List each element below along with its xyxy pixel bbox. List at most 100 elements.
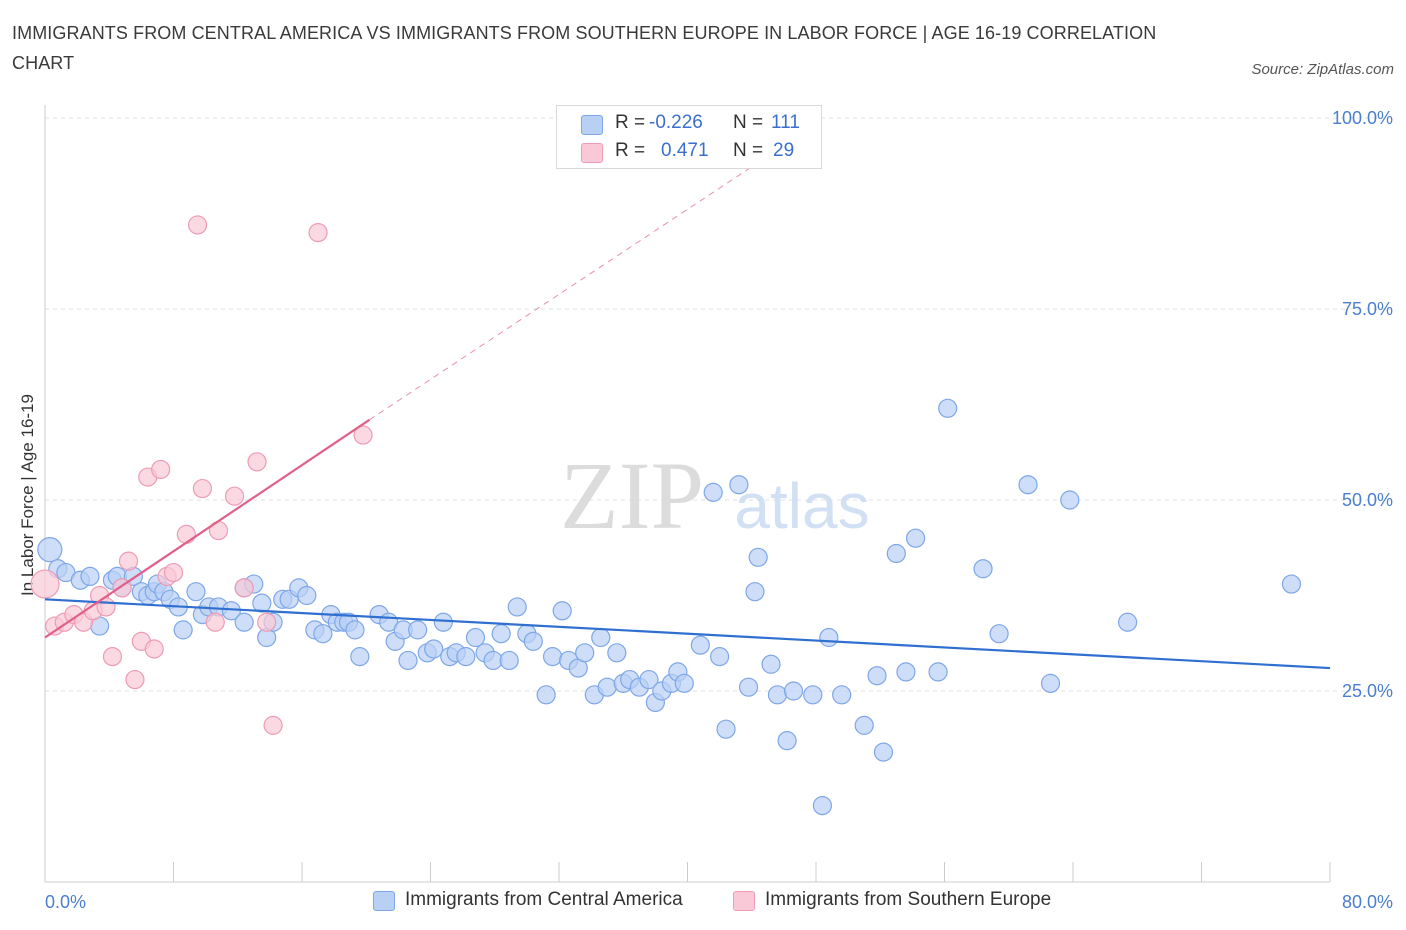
trendline-central-america [44, 598, 1331, 670]
legend-n-value: 111 [771, 112, 800, 133]
point-central-america [938, 398, 958, 418]
point-central-america [575, 643, 595, 663]
point-central-america [424, 639, 444, 659]
point-southern-europe [30, 569, 60, 599]
point-central-america [607, 643, 627, 663]
point-central-america [767, 685, 788, 705]
point-central-america [542, 647, 563, 667]
point-central-america [523, 631, 543, 651]
point-central-america [499, 650, 519, 671]
source-text: Source: ZipAtlas.com [1251, 61, 1394, 78]
point-central-america [748, 547, 768, 567]
point-central-america [716, 719, 736, 739]
point-central-america [313, 624, 333, 644]
point-southern-europe [263, 715, 283, 735]
point-southern-europe [247, 452, 267, 472]
x-tick-label: 0.0% [45, 892, 86, 912]
legend-n-label: N = [733, 140, 764, 161]
point-central-america [1281, 574, 1302, 594]
trend-lines [44, 155, 1331, 670]
point-central-america [674, 673, 694, 693]
point-central-america [738, 677, 759, 697]
point-central-america [928, 662, 948, 682]
point-central-america [483, 650, 503, 671]
point-central-america [80, 566, 100, 587]
legend-r-label: R = [615, 112, 646, 133]
point-central-america [234, 612, 254, 632]
point-central-america [408, 620, 428, 640]
legend-swatch-central-america [373, 891, 395, 911]
point-central-america [37, 537, 63, 563]
point-central-america [812, 795, 833, 816]
point-central-america [819, 627, 839, 648]
trendline-southern-europe [44, 418, 371, 639]
point-southern-europe [187, 215, 208, 235]
point-central-america [690, 635, 710, 655]
point-central-america [491, 624, 511, 644]
point-southern-europe [205, 612, 225, 632]
point-central-america [867, 666, 887, 686]
point-central-america [456, 647, 476, 667]
point-central-america [973, 559, 993, 579]
point-central-america [1040, 673, 1061, 693]
point-southern-europe [234, 578, 254, 598]
point-central-america [591, 627, 611, 648]
legend-series-name: Immigrants from Central America [405, 889, 683, 910]
point-central-america [783, 681, 804, 701]
point-southern-europe [144, 639, 164, 659]
axes [44, 105, 1331, 883]
point-central-america [832, 685, 852, 705]
point-southern-europe [257, 612, 277, 632]
trendline-extension-southern-europe [369, 155, 769, 421]
legend-swatch-southern-europe [581, 143, 603, 163]
point-central-america [729, 475, 749, 495]
x-tick-label: 80.0% [1342, 892, 1393, 912]
point-central-america [710, 647, 730, 667]
point-southern-europe [151, 459, 171, 480]
point-central-america [252, 593, 272, 613]
point-southern-europe [125, 669, 145, 690]
point-central-america [703, 482, 723, 502]
point-central-america [777, 731, 797, 751]
correlation-legend: R = -0.226 N = 111 R = 0.471 N = 29 [556, 105, 822, 169]
legend-r-value: -0.226 [649, 112, 703, 133]
point-central-america [398, 650, 418, 671]
point-southern-europe [224, 486, 245, 506]
point-central-america [297, 585, 317, 606]
point-southern-europe [102, 647, 123, 667]
y-tick-label: 75.0% [1342, 299, 1393, 319]
legend-r-label: R = [615, 140, 646, 161]
point-central-america [173, 620, 193, 640]
y-tick-label: 25.0% [1342, 681, 1393, 701]
point-southern-europe [192, 478, 213, 499]
legend-n-label: N = [733, 112, 764, 133]
legend-r-value: 0.471 [661, 140, 709, 161]
point-southern-europe [308, 223, 328, 243]
tick-labels: 25.0% 50.0% 75.0% 100.0% 0.0% 80.0% [45, 108, 1393, 912]
point-central-america [854, 715, 874, 735]
point-central-america [803, 685, 823, 705]
point-central-america [1018, 475, 1038, 495]
point-central-america [989, 624, 1009, 644]
point-central-america [536, 685, 556, 705]
point-central-america [552, 601, 572, 621]
point-central-america [507, 597, 527, 617]
point-central-america [761, 654, 781, 674]
point-central-america [896, 662, 916, 682]
point-central-america [1060, 490, 1080, 510]
chart-title: IMMIGRANTS FROM CENTRAL AMERICA VS IMMIG… [12, 23, 1157, 73]
point-southern-europe [353, 425, 373, 445]
y-tick-label: 50.0% [1342, 490, 1393, 510]
point-central-america [1118, 612, 1138, 632]
y-tick-label: 100.0% [1332, 108, 1393, 128]
point-central-america [597, 677, 617, 697]
point-central-america [465, 627, 486, 648]
legend-n-value: 29 [773, 140, 795, 161]
point-central-america [905, 528, 926, 548]
point-central-america [639, 669, 659, 690]
point-central-america [350, 647, 370, 667]
gridlines [45, 117, 1392, 692]
watermark-atlas: atlas [734, 470, 869, 542]
point-southern-europe [118, 551, 139, 571]
